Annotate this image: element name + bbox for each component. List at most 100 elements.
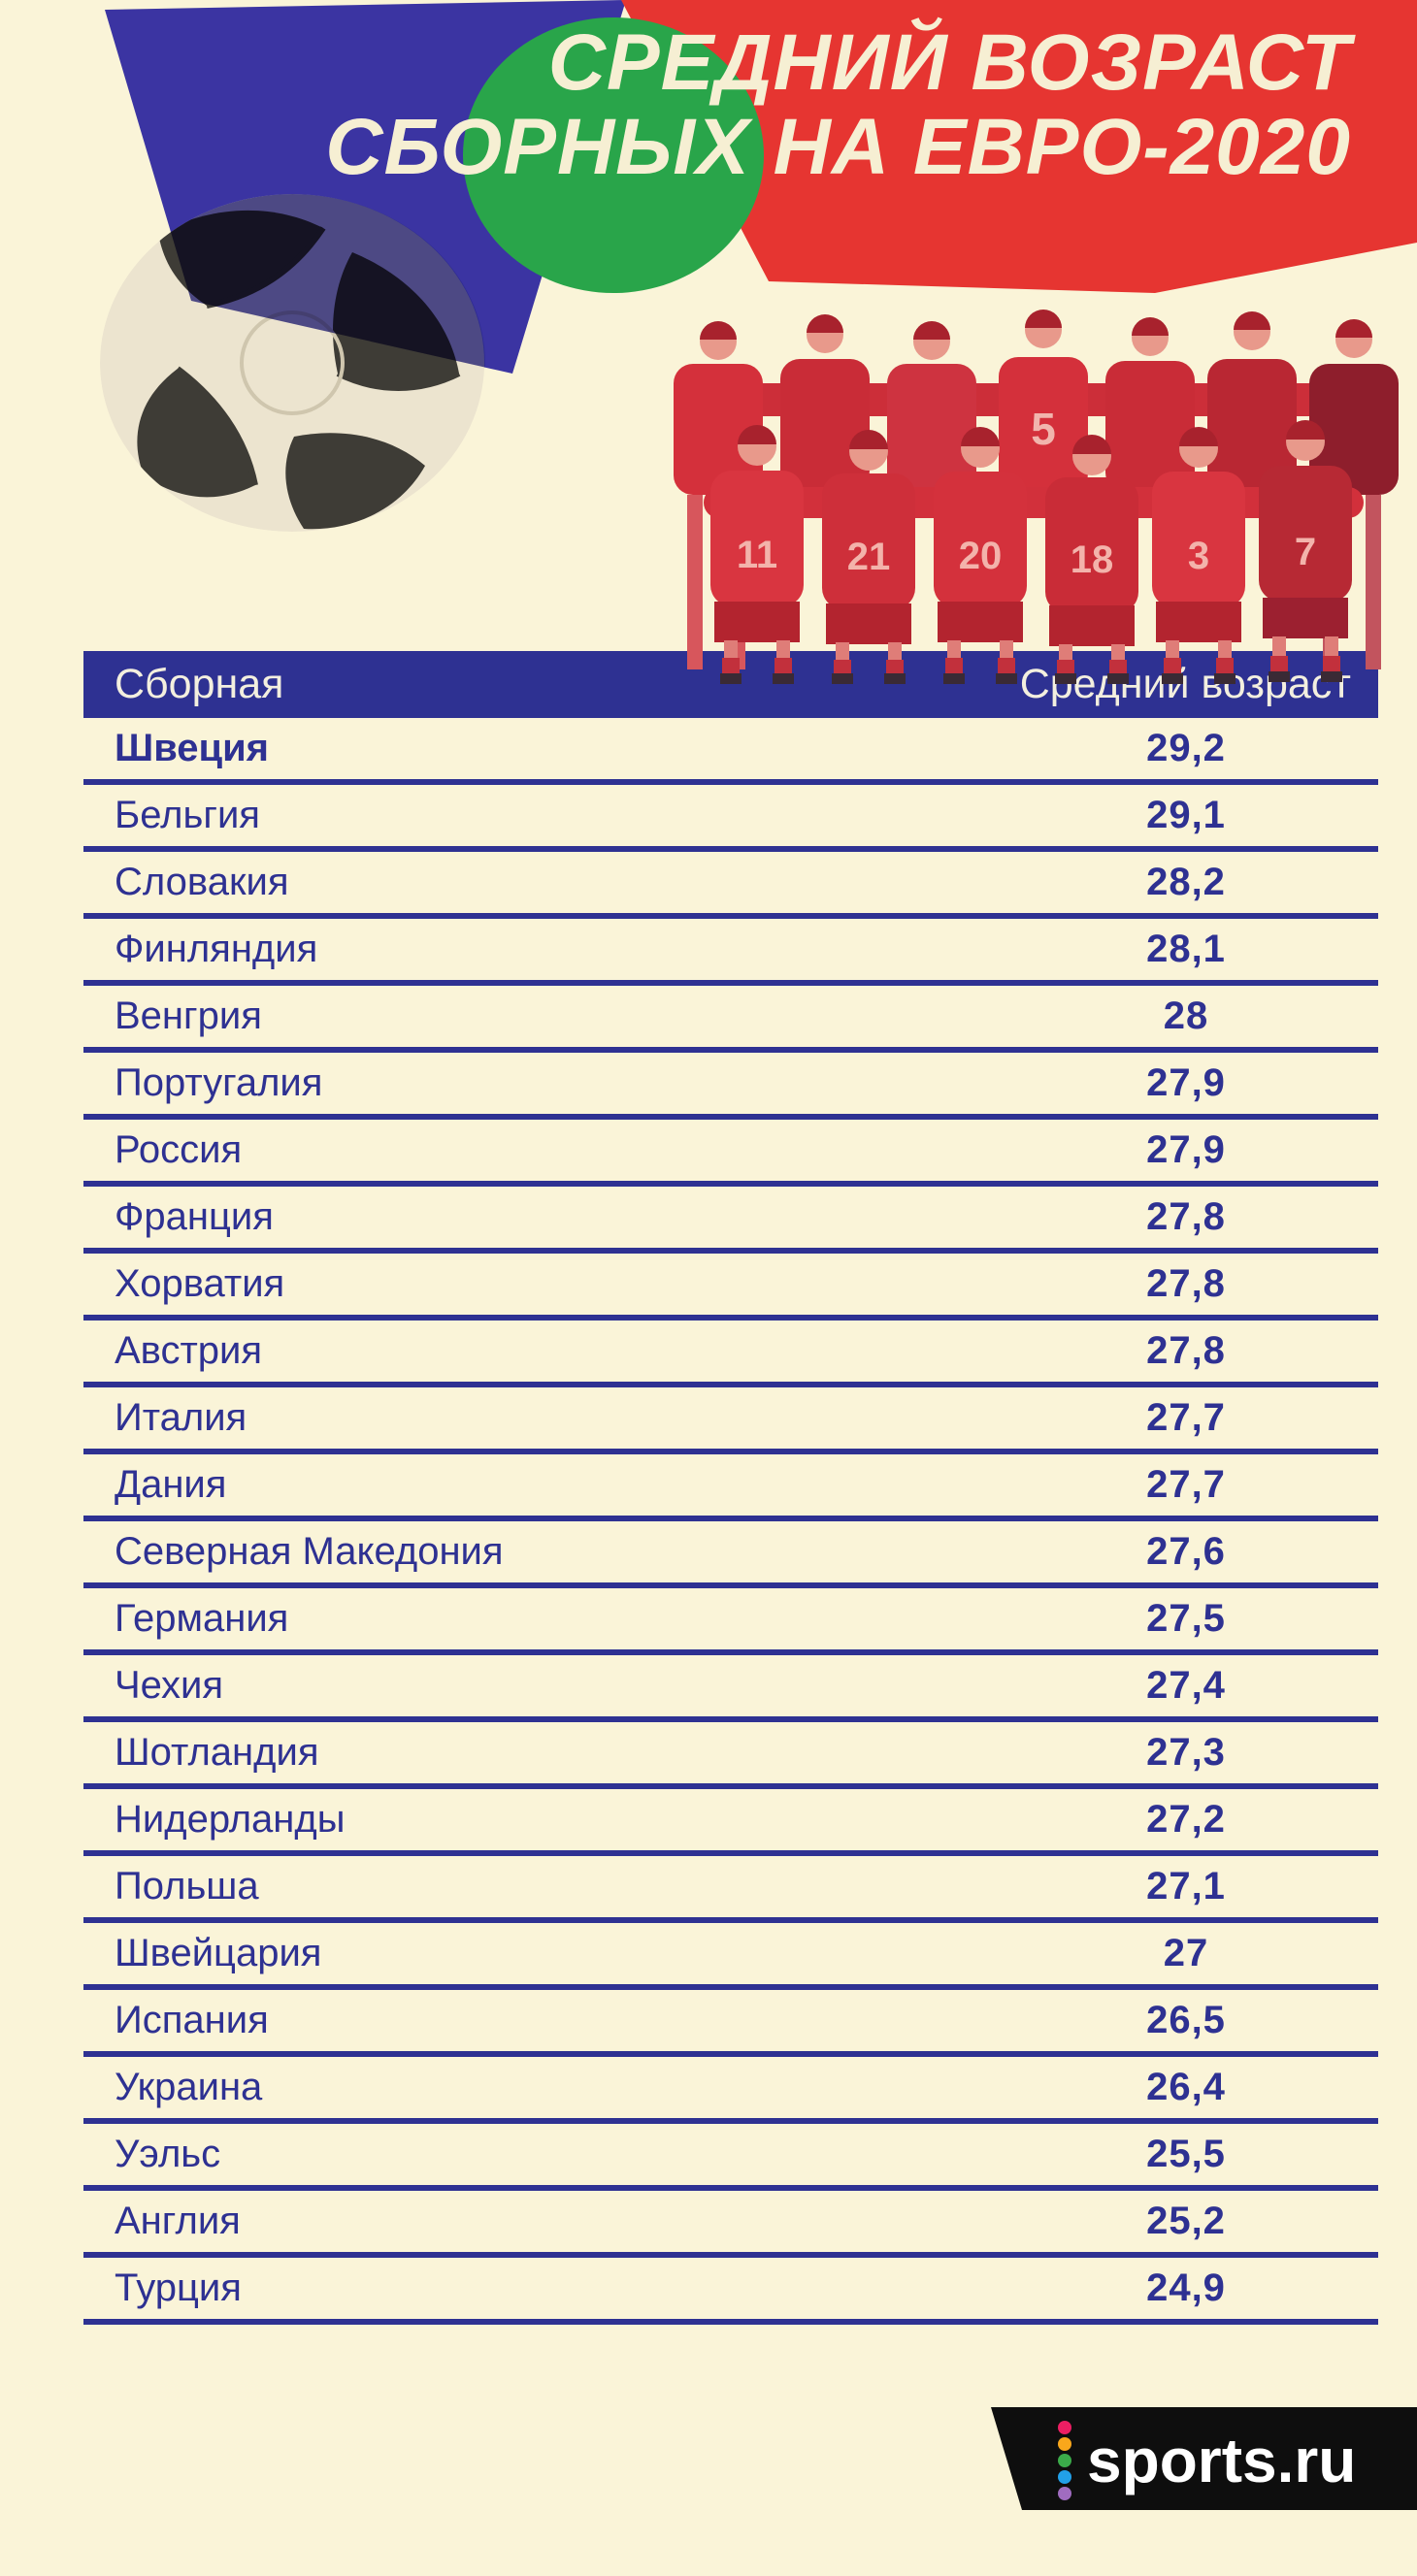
table-row: Турция 24,9 [83,2258,1378,2325]
table-row: Швеция 29,2 [83,718,1378,785]
table-row: Шотландия 27,3 [83,1722,1378,1789]
team-name: Турция [115,2266,242,2309]
team-name: Чехия [115,1664,224,1707]
table-row: Дания 27,7 [83,1454,1378,1521]
title-line-1: СРЕДНИЙ ВОЗРАСТ [547,18,1351,107]
page-title: СРЕДНИЙ ВОЗРАСТ СБОРНЫХ НА ЕВРО-2020 [325,18,1351,191]
table-row: Португалия 27,9 [83,1053,1378,1120]
team-name: Нидерланды [115,1798,346,1841]
team-age: 27,1 [1146,1865,1226,1908]
team-age: 27,8 [1146,1329,1226,1372]
table-row: Северная Македония 27,6 [83,1521,1378,1588]
jersey-number: 20 [959,535,1003,577]
team-name: Россия [115,1128,243,1171]
team-age: 28 [1163,995,1209,1037]
table-row: Франция 27,8 [83,1187,1378,1254]
team-name: Шотландия [115,1731,319,1774]
team-age: 25,2 [1146,2200,1226,2242]
team-name: Австрия [115,1329,263,1372]
column-header-team: Сборная [115,661,284,707]
sports-ru-logo-text: sports.ru [1087,2426,1357,2495]
logo-dot-icon [1058,2470,1071,2484]
logo-dot-icon [1058,2454,1071,2467]
jersey-number: 5 [1031,404,1056,454]
table-row: Финляндия 28,1 [83,919,1378,986]
table-row: Хорватия 27,8 [83,1254,1378,1321]
team-age: 26,5 [1146,1999,1226,2041]
sports-ru-dots-icon [1058,2421,1072,2503]
sports-ru-logo-banner: sports.ru [991,2407,1417,2510]
logo-dot-icon [1058,2437,1071,2451]
table-row: Польша 27,1 [83,1856,1378,1923]
team-name: Франция [115,1195,274,1238]
team-age: 27,7 [1146,1463,1226,1506]
table-row: Венгрия 28 [83,986,1378,1053]
logo-dot-icon [1058,2421,1071,2434]
team-name: Украина [115,2066,263,2108]
team-name: Бельгия [115,794,260,836]
team-name: Дания [115,1463,227,1506]
team-name: Германия [115,1597,289,1640]
team-name: Швеция [115,727,270,769]
green-circle [463,17,764,293]
team-name: Словакия [115,861,289,903]
team-name: Испания [115,1999,269,2041]
team-name: Польша [115,1865,259,1908]
team-name: Швейцария [115,1932,322,1974]
team-age: 27,9 [1146,1061,1226,1104]
back-row-players: 5 [674,310,1399,669]
team-age: 27,7 [1146,1396,1226,1439]
team-age: 27,6 [1146,1530,1226,1573]
age-table: Сборная Средний возраст Швеция 29,2 Бельги… [83,651,1378,2325]
table-row: Испания 26,5 [83,1990,1378,2057]
team-age: 28,2 [1146,861,1226,903]
table-row: Уэльс 25,5 [83,2124,1378,2191]
team-name: Уэльс [115,2133,221,2175]
table-rows: Швеция 29,2 Бельгия 29,1 Словакия 28,2 Финлянд… [83,718,1378,2325]
red-polygon [621,0,1417,293]
table-row: Швейцария 27 [83,1923,1378,1990]
team-name: Венгрия [115,995,262,1037]
logo-dot-icon [1058,2487,1071,2500]
jersey-number: 7 [1295,531,1316,573]
team-age: 27,8 [1146,1262,1226,1305]
team-age: 29,1 [1146,794,1226,836]
team-age: 27,5 [1146,1597,1226,1640]
front-row-players: 11 21 20 18 3 7 [710,420,1352,684]
team-age: 27 [1163,1932,1209,1974]
team-age: 27,9 [1146,1128,1226,1171]
table-row: Словакия 28,2 [83,852,1378,919]
table-row: Германия 27,5 [83,1588,1378,1655]
team-age: 27,4 [1146,1664,1226,1707]
team-age: 24,9 [1146,2266,1226,2309]
jersey-number: 3 [1188,535,1209,577]
team-name: Финляндия [115,928,318,970]
table-row: Англия 25,2 [83,2191,1378,2258]
table-row: Чехия 27,4 [83,1655,1378,1722]
team-name: Италия [115,1396,247,1439]
title-line-2: СБОРНЫХ НА ЕВРО-2020 [325,102,1351,191]
jersey-number: 21 [847,536,891,578]
team-photo: 5 11 21 20 18 3 7 [674,310,1399,684]
table-row: Россия 27,9 [83,1120,1378,1187]
table-row: Бельгия 29,1 [83,785,1378,852]
jersey-number: 18 [1071,538,1114,581]
table-row: Украина 26,4 [83,2057,1378,2124]
team-name: Англия [115,2200,241,2242]
table-header: Сборная Средний возраст [83,651,1378,718]
jersey-number: 11 [737,534,777,576]
team-name: Северная Македония [115,1530,504,1573]
team-age: 26,4 [1146,2066,1226,2108]
team-age: 27,3 [1146,1731,1226,1774]
team-name: Португалия [115,1061,323,1104]
table-row: Австрия 27,8 [83,1321,1378,1387]
table-row: Нидерланды 27,2 [83,1789,1378,1856]
table-row: Италия 27,7 [83,1387,1378,1454]
team-age: 25,5 [1146,2133,1226,2175]
team-age: 27,8 [1146,1195,1226,1238]
team-age: 29,2 [1146,727,1226,769]
team-name: Хорватия [115,1262,285,1305]
team-age: 27,2 [1146,1798,1226,1841]
team-age: 28,1 [1146,928,1226,970]
